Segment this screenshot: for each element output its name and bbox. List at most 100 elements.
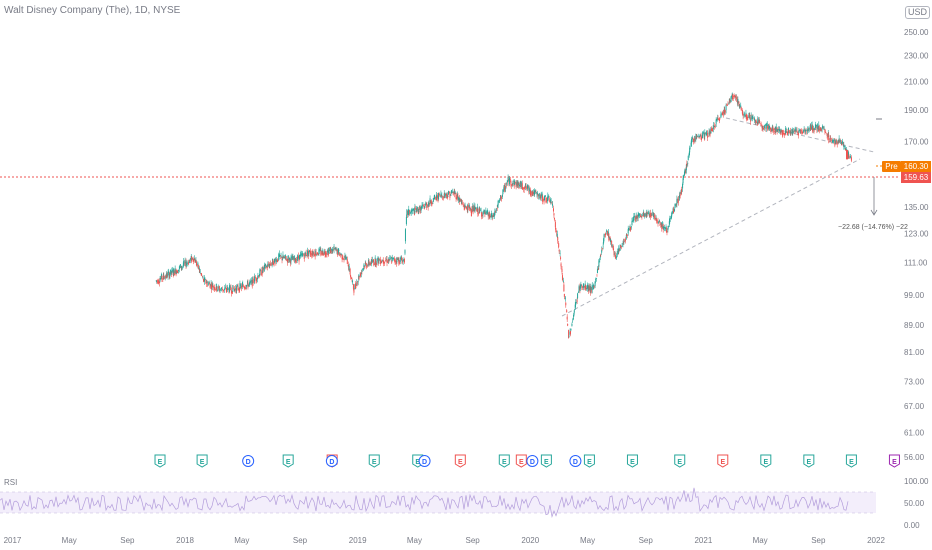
candle-body [168,271,170,273]
candle-body [339,253,341,255]
earnings-marker[interactable]: E [196,454,208,468]
candle-body [846,149,848,151]
currency-badge[interactable]: USD [905,6,931,19]
candle-body [688,152,690,155]
candle-body [606,230,608,232]
candle-body [631,220,633,226]
earnings-marker[interactable]: E [674,454,686,468]
candle-body [541,193,543,196]
candle-body [420,207,422,211]
price-tick-label: 89.00 [904,321,925,330]
candle-body [303,254,305,256]
candle-body [676,198,678,205]
candle-body [280,255,282,257]
candle-body [199,271,201,273]
price-axis[interactable]: 250.00230.00210.00190.00170.00150.00135.… [904,28,929,462]
indicator-label[interactable]: RSI [4,478,18,487]
last-candle [846,149,848,160]
candle-body [450,190,452,194]
candle-body [174,268,176,274]
candle-body [369,263,371,265]
earnings-marker[interactable]: E [760,454,772,468]
earnings-marker[interactable]: E [845,454,857,468]
candle-body [576,300,578,302]
candle-body [764,124,766,126]
candle-body [328,250,330,253]
chart-title[interactable]: Walt Disney Company (The), 1D, NYSE [4,5,181,16]
candle-body [515,183,517,188]
candle-body [563,284,565,292]
candle-body [822,125,824,129]
earnings-marker[interactable]: E [888,454,900,468]
earnings-marker[interactable]: E [515,454,527,468]
dividend-marker[interactable]: D [325,455,338,467]
candle-body [354,284,356,290]
candle-body [462,204,464,206]
dividend-marker[interactable]: D [418,455,431,467]
candle-body [176,270,178,274]
candle-body [518,184,520,187]
candle-body [488,213,490,217]
candle-body [391,257,393,262]
earnings-marker[interactable]: E [498,454,510,468]
earnings-marker[interactable]: E [583,454,595,468]
candle-body [484,212,486,215]
earnings-marker[interactable]: E [454,454,466,468]
earnings-marker[interactable]: E [540,454,552,468]
candle-body [367,264,369,266]
candle-body [806,130,808,134]
candle-body [664,227,666,229]
candle-body [189,258,191,261]
candle-body [322,251,324,256]
earnings-marker[interactable]: E [154,454,166,468]
candle-body [505,185,507,189]
time-axis[interactable]: 2017 May Sep 2018 May Sep 2019 May Sep 2020 May Sep… [4,536,886,545]
candle-body [649,212,651,218]
rsi-tick-label: 0.00 [904,521,920,530]
dividend-marker[interactable]: D [526,455,539,467]
earnings-marker[interactable]: E [282,454,294,468]
candle-body [760,123,762,126]
candle-body [535,190,537,192]
candle-body [204,278,206,280]
candle-body [608,233,610,240]
candle-body [720,114,722,118]
candle-body [169,269,171,275]
candle-body [409,210,411,215]
candle-body [689,148,691,150]
candle-body [212,285,214,288]
candle-body [568,330,570,339]
candle-body [229,285,231,292]
candle-body [338,252,340,257]
earnings-marker[interactable]: E [803,454,815,468]
candle-body [315,251,317,256]
candle-body [218,286,220,288]
earnings-marker[interactable]: E [717,454,729,468]
candle-body [728,102,730,104]
candle-body [361,269,363,271]
candle-body [805,130,807,132]
candle-body [542,196,544,202]
svg-text:E: E [519,459,524,466]
earnings-marker[interactable]: E [368,454,380,468]
candle-body [825,132,827,134]
candle-body [738,101,740,104]
earnings-marker[interactable]: E [626,454,638,468]
candle-body [735,96,737,98]
candle-body [498,200,500,202]
candle-body [462,203,464,205]
candle-body [480,209,482,211]
candle-body [774,126,776,131]
candle-body [471,211,473,214]
candle-body [200,273,202,274]
candle-body [299,254,301,260]
dividend-marker[interactable]: D [569,455,582,467]
candle-body [230,290,232,294]
candle-body [255,278,257,282]
earnings-events[interactable]: EEDEEDEEDEEEDEEDEEEEEEE [154,454,900,468]
dividend-marker[interactable]: D [242,455,255,467]
candle-body [220,289,222,291]
candle-body [700,137,702,140]
candle-body [289,258,291,260]
